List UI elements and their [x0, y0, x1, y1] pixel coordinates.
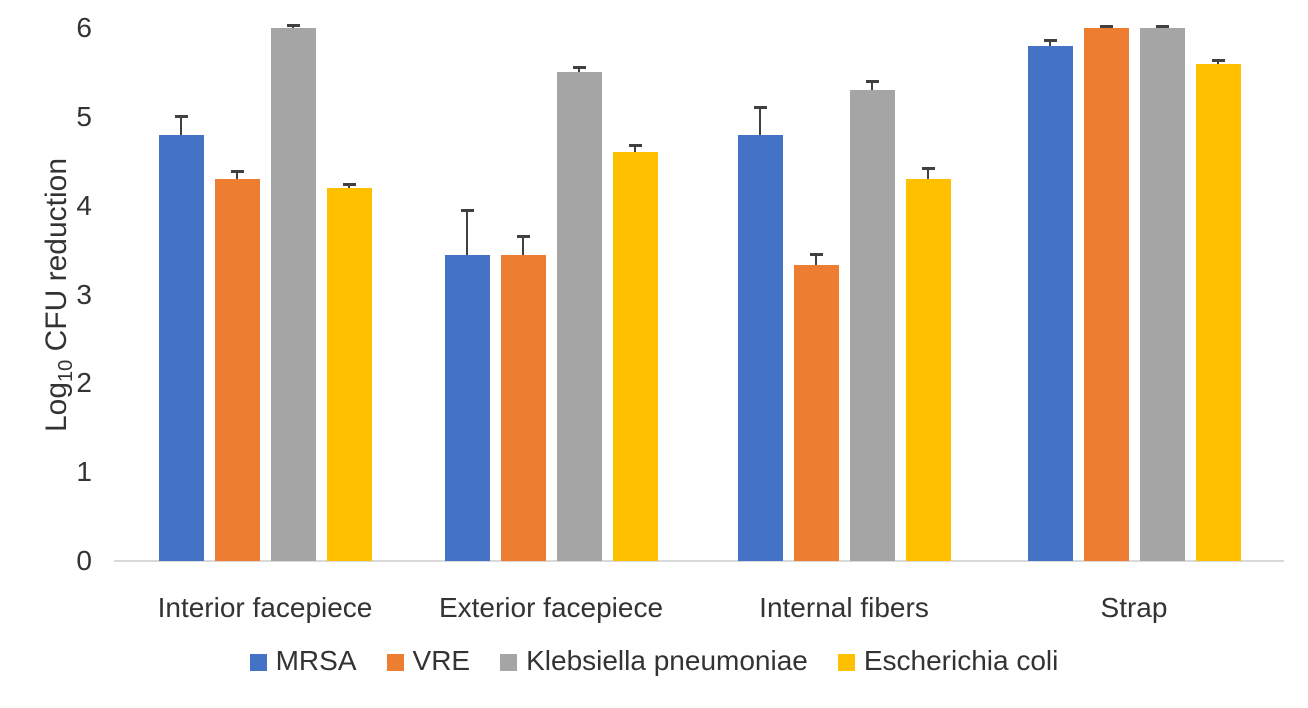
y-tick-label-6: 6 — [76, 12, 92, 43]
legend: MRSA VRE Klebsiella pneumoniae Escherichia … — [0, 645, 1308, 677]
legend-swatch-escherichia-coli — [837, 653, 855, 671]
x-category-label-strap: Strap — [1100, 592, 1168, 623]
error-bar-cap-vre-internal-fibers — [809, 253, 823, 257]
y-tick-label-5: 5 — [76, 100, 92, 132]
bar-vre-strap — [1083, 28, 1129, 561]
legend-label-escherichia-coli: Escherichia coli — [863, 645, 1059, 676]
bar-mrsa-exterior-facepiece — [444, 254, 490, 561]
legend-label-mrsa: MRSA — [275, 645, 357, 676]
error-bar-cap-klebsiella-pneumoniae-internal-fibers — [865, 79, 879, 83]
legend-label-klebsiella-pneumoniae: Klebsiella pneumoniae — [526, 645, 808, 676]
error-bar-line-klebsiella-pneumoniae-exterior-facepiece — [578, 67, 580, 73]
bar-klebsiella-pneumoniae-interior-facepiece — [270, 28, 316, 561]
bar-klebsiella-pneumoniae-strap — [1139, 28, 1185, 561]
y-tick-label-2: 2 — [76, 367, 92, 399]
plot-area — [114, 23, 1284, 562]
error-bar-cap-klebsiella-pneumoniae-strap — [1155, 24, 1169, 28]
error-bar-line-klebsiella-pneumoniae-internal-fibers — [871, 81, 873, 91]
error-bar-cap-escherichia-coli-exterior-facepiece — [628, 143, 642, 147]
error-bar-cap-escherichia-coli-internal-fibers — [921, 166, 935, 170]
error-bar-line-vre-interior-facepiece — [236, 171, 238, 180]
bar-escherichia-coli-exterior-facepiece — [612, 152, 658, 561]
error-bar-line-escherichia-coli-interior-facepiece — [348, 184, 350, 188]
bar-klebsiella-pneumoniae-exterior-facepiece — [556, 72, 602, 561]
y-tick-label-0: 0 — [76, 545, 92, 576]
legend-item-mrsa: MRSA — [249, 645, 357, 677]
x-category-label-exterior-facepiece: Exterior facepiece — [438, 592, 664, 623]
legend-swatch-mrsa — [249, 653, 267, 671]
error-bar-cap-klebsiella-pneumoniae-interior-facepiece — [286, 23, 300, 27]
legend-item-vre: VRE — [386, 645, 471, 677]
error-bar-cap-klebsiella-pneumoniae-exterior-facepiece — [572, 66, 586, 70]
error-bar-line-vre-exterior-facepiece — [522, 236, 524, 255]
error-bar-cap-mrsa-exterior-facepiece — [460, 208, 474, 212]
bar-vre-internal-fibers — [793, 265, 839, 561]
legend-label-vre: VRE — [412, 645, 471, 676]
error-bar-cap-escherichia-coli-strap — [1211, 59, 1225, 63]
bar-escherichia-coli-strap — [1195, 63, 1241, 561]
bar-vre-exterior-facepiece — [500, 254, 546, 561]
error-bar-cap-vre-exterior-facepiece — [516, 235, 530, 239]
legend-swatch-klebsiella-pneumoniae — [500, 653, 518, 671]
error-bar-line-mrsa-exterior-facepiece — [466, 210, 468, 255]
error-bar-line-mrsa-strap — [1049, 40, 1051, 46]
error-bar-line-vre-internal-fibers — [815, 254, 817, 266]
y-tick-label-4: 4 — [76, 189, 92, 221]
y-tick-label-3: 3 — [76, 278, 92, 310]
legend-swatch-vre — [386, 653, 404, 671]
bar-mrsa-interior-facepiece — [158, 134, 204, 561]
x-category-label-internal-fibers: Internal fibers — [759, 592, 929, 623]
legend-item-escherichia-coli: Escherichia coli — [837, 645, 1059, 677]
bar-mrsa-strap — [1027, 45, 1073, 561]
error-bar-line-mrsa-interior-facepiece — [180, 116, 182, 135]
error-bar-cap-vre-interior-facepiece — [230, 170, 244, 174]
x-axis-line — [114, 560, 1284, 562]
bar-escherichia-coli-internal-fibers — [905, 179, 951, 561]
bar-escherichia-coli-interior-facepiece — [326, 187, 372, 561]
error-bar-cap-mrsa-internal-fibers — [753, 106, 767, 110]
y-tick-label-1: 1 — [76, 456, 92, 488]
x-category-label-interior-facepiece: Interior facepiece — [157, 592, 373, 623]
error-bar-cap-escherichia-coli-interior-facepiece — [342, 182, 356, 186]
error-bar-line-mrsa-internal-fibers — [759, 107, 761, 135]
bar-vre-interior-facepiece — [214, 179, 260, 561]
bar-klebsiella-pneumoniae-internal-fibers — [849, 90, 895, 561]
y-axis-title-suffix: CFU reduction — [40, 157, 73, 360]
error-bar-cap-mrsa-strap — [1043, 38, 1057, 42]
error-bar-line-escherichia-coli-exterior-facepiece — [634, 145, 636, 153]
error-bar-cap-vre-strap — [1099, 24, 1113, 28]
bar-mrsa-internal-fibers — [737, 134, 783, 561]
error-bar-line-escherichia-coli-internal-fibers — [927, 168, 929, 180]
error-bar-cap-mrsa-interior-facepiece — [174, 115, 188, 119]
legend-item-klebsiella-pneumoniae: Klebsiella pneumoniae — [500, 645, 808, 677]
